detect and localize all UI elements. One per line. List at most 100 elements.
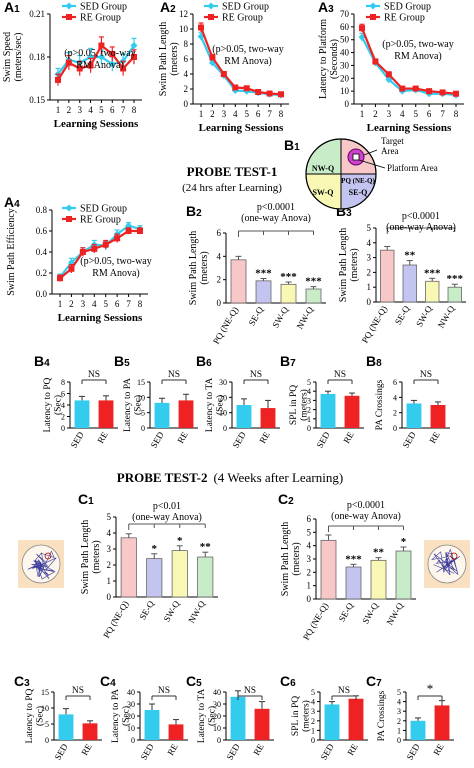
panel-letter: A bbox=[318, 0, 328, 15]
x-tick-label: RE bbox=[175, 430, 190, 445]
y-axis-label-line: (Sec) bbox=[35, 706, 46, 726]
panel-number: 2 bbox=[196, 208, 202, 219]
swim-trace-sed bbox=[18, 540, 64, 588]
y-axis-label-line: Latency to TA bbox=[205, 378, 215, 433]
x-tick-label: 2 bbox=[67, 105, 72, 115]
y-axis-label-line: (Sec) bbox=[215, 395, 226, 415]
stat-test: (one-way Anova) bbox=[132, 512, 202, 523]
y-axis-label-line: (meters) bbox=[91, 540, 102, 573]
y-axis-label: Latency to TA(Sec) bbox=[197, 689, 218, 744]
x-tick-label: 8 bbox=[132, 105, 137, 115]
panel-label-c3: C3 bbox=[14, 673, 30, 689]
panel-label-c1: C1 bbox=[78, 491, 94, 507]
target-label-line: Area bbox=[381, 146, 399, 156]
bar-sed bbox=[236, 405, 252, 428]
x-tick-label: SED bbox=[401, 430, 418, 450]
panel-letter: A bbox=[160, 0, 170, 15]
panel-letter: C bbox=[280, 673, 290, 689]
y-tick-label: 20 bbox=[127, 712, 135, 721]
y-tick-label: 1 bbox=[397, 726, 401, 735]
y-axis-label: PA Crossings bbox=[375, 379, 385, 430]
panel-number: 5 bbox=[124, 358, 130, 369]
x-tick-label: 3 bbox=[81, 299, 86, 309]
x-tick-label: NW-Q bbox=[186, 599, 207, 625]
panel-label-c5: C5 bbox=[186, 673, 202, 689]
bar-pq-ne-q- bbox=[120, 537, 137, 598]
significance-mark: ** bbox=[373, 547, 385, 559]
y-tick-label: 2 bbox=[307, 406, 311, 415]
panel-number: 3 bbox=[346, 208, 352, 219]
data-point-re bbox=[98, 42, 105, 49]
significance-mark: *** bbox=[345, 553, 362, 565]
bar-sw-q bbox=[280, 283, 297, 304]
x-tick-label: SED bbox=[315, 430, 332, 450]
bar-sed bbox=[320, 393, 336, 428]
y-tick-label: 2 bbox=[61, 413, 65, 422]
quadrant-label: SE-Q bbox=[349, 188, 368, 197]
legend-label: SED Group bbox=[384, 2, 431, 13]
significance-mark: ** bbox=[200, 541, 212, 553]
y-axis-label-line: (meters/sec) bbox=[13, 33, 24, 82]
y-tick-label: 2 bbox=[107, 560, 112, 570]
legend-marker bbox=[65, 2, 73, 10]
stat-test: (one-way Anova) bbox=[386, 222, 456, 233]
data-point-re bbox=[65, 59, 72, 66]
bar-pq-ne-q- bbox=[320, 539, 337, 600]
swim-trace-re bbox=[424, 540, 470, 588]
legend-label: SED Group bbox=[80, 2, 127, 13]
y-axis-label: Swim Path Length(meters) bbox=[80, 520, 102, 594]
y-tick-label: 10 bbox=[41, 704, 49, 713]
x-tick-label: 2 bbox=[69, 299, 74, 309]
y-tick-label: 15 bbox=[137, 378, 145, 387]
panel-number: 1 bbox=[294, 142, 300, 153]
y-tick-label: 6 bbox=[61, 390, 65, 399]
x-tick-label: SW-Q bbox=[414, 304, 434, 329]
pool-outline bbox=[305, 138, 377, 210]
bar-sw-q bbox=[171, 550, 188, 598]
y-axis-label: Latency to PQ(Sec) bbox=[25, 688, 46, 743]
legend-marker bbox=[369, 2, 377, 10]
stat-pvalue: p<0.0001 bbox=[257, 202, 295, 213]
panel-letter: C bbox=[366, 673, 376, 689]
data-point-re bbox=[57, 275, 63, 282]
panel-label-b5: B5 bbox=[114, 353, 130, 369]
legend-label: SED Group bbox=[80, 204, 127, 215]
y-axis-label-line: Swim Path Length bbox=[280, 522, 291, 596]
stat-annotation: (p>0.05, two-way bbox=[64, 48, 135, 59]
y-axis-label-line: PA Crossings bbox=[377, 690, 387, 741]
y-tick-label: 5 bbox=[397, 688, 401, 697]
bar-re bbox=[178, 400, 194, 428]
x-tick-label: SED bbox=[319, 742, 336, 762]
panel-letter: C bbox=[78, 491, 88, 507]
y-tick-label: 0 bbox=[397, 736, 401, 745]
y-tick-label: 12 bbox=[179, 9, 188, 19]
data-point-re bbox=[453, 90, 459, 97]
y-axis-label: Swim Path Length(meters) bbox=[338, 228, 360, 302]
panel-label-c7: C7 bbox=[366, 673, 382, 689]
panel-label-b3: B3 bbox=[336, 203, 352, 219]
bar-re bbox=[344, 395, 360, 428]
panel-number: 1 bbox=[14, 4, 20, 15]
stat-annotation: RM Anova) bbox=[92, 268, 140, 279]
y-axis-label: SPL in PQ(meters) bbox=[291, 696, 312, 736]
y-tick-label: 0 bbox=[311, 736, 315, 745]
x-tick-label: RE bbox=[79, 742, 94, 757]
significance-mark: *** bbox=[447, 273, 464, 285]
panel-label-a3: A3 bbox=[318, 0, 334, 15]
y-tick-label: 50 bbox=[340, 35, 350, 45]
legend-marker bbox=[66, 216, 72, 222]
data-point-re bbox=[255, 89, 262, 95]
y-tick-label: 4 bbox=[61, 401, 65, 410]
panel-label-a4: A4 bbox=[4, 194, 20, 210]
significance-mark: *** bbox=[305, 276, 322, 288]
y-tick-label: 0 bbox=[345, 99, 350, 109]
target-label-line: Target bbox=[381, 136, 404, 146]
y-tick-label: 2 bbox=[311, 717, 315, 726]
x-axis-label: Learning Sessions bbox=[58, 312, 143, 324]
trace-platform bbox=[44, 552, 52, 560]
y-tick-label: 20 bbox=[219, 393, 227, 402]
stat-test: (one-way Anova) bbox=[241, 213, 311, 224]
bar-sed bbox=[154, 402, 170, 428]
